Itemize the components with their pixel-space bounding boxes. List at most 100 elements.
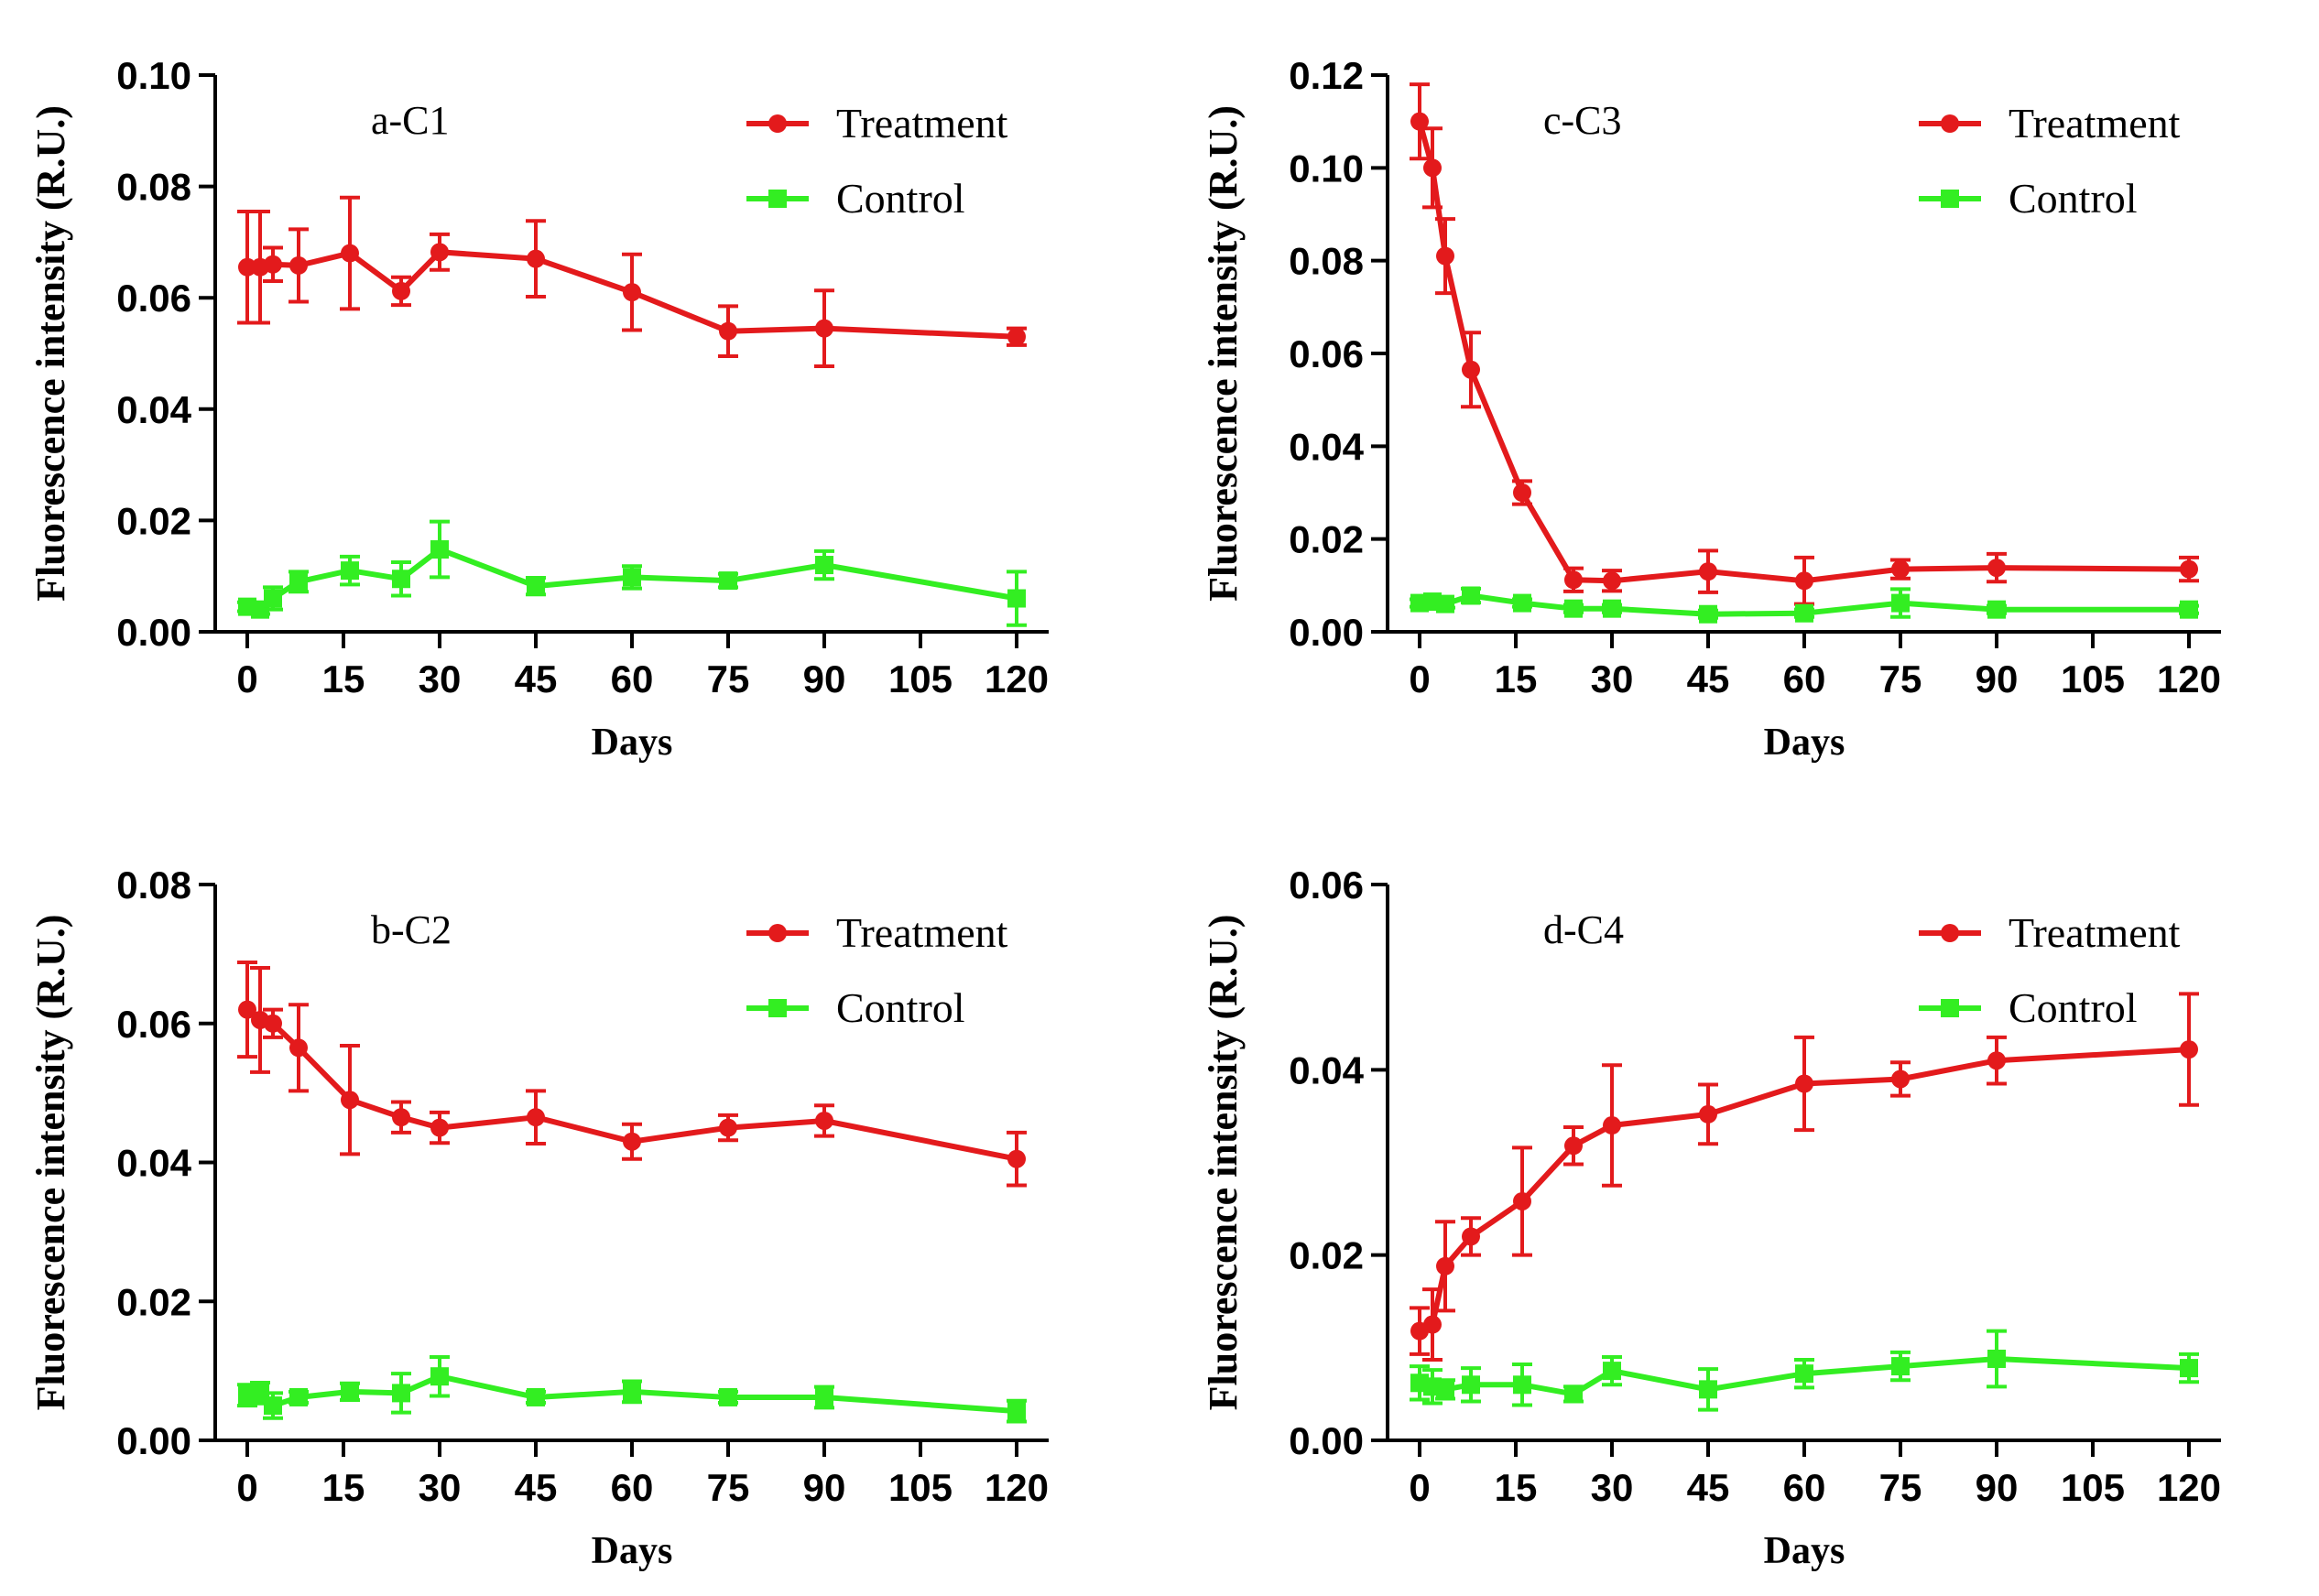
- y-axis-title: Fluorescence intensity (R.U.): [1201, 915, 1246, 1411]
- legend-marker: [768, 114, 787, 133]
- legend-item-treatment: Treatment: [746, 909, 1008, 956]
- data-point: [341, 244, 359, 263]
- legend-marker: [1941, 190, 1959, 208]
- series-treatment: [1410, 82, 2199, 606]
- x-tick-label: 45: [515, 1466, 558, 1509]
- data-point: [1699, 562, 1717, 581]
- data-point: [1007, 1149, 1026, 1168]
- data-point: [2180, 1040, 2198, 1059]
- data-point: [1987, 600, 2006, 619]
- legend-label: Control: [836, 175, 965, 222]
- y-tick-label: 0.04: [1289, 425, 1364, 468]
- x-axis-title: Days: [1764, 1530, 1845, 1572]
- data-point: [815, 1387, 833, 1406]
- chart-panel-c-c3: 0.00 0.02 0.04 0.06 0.08 0.10 0.12 0 15 30 45 60 75 9…: [1201, 54, 2221, 764]
- data-point: [1564, 1384, 1583, 1404]
- data-point: [238, 1000, 256, 1019]
- data-point: [1513, 593, 1531, 613]
- legend-label: Control: [2009, 984, 2138, 1031]
- chart-panel-d-c4: 0.00 0.02 0.04 0.06 0 15 30 45 60 75 90 105 120 Days F…: [1201, 863, 2221, 1572]
- x-tick-label: 120: [985, 1466, 1049, 1509]
- data-point: [2180, 1359, 2198, 1378]
- data-point: [264, 589, 282, 608]
- x-tick-label: 75: [707, 657, 750, 700]
- x-tick-label: 105: [2061, 1466, 2125, 1509]
- data-point: [1007, 327, 1026, 346]
- y-tick-label: 0.06: [116, 277, 191, 320]
- data-point: [1699, 604, 1717, 624]
- legend-item-treatment: Treatment: [1919, 100, 2181, 147]
- x-tick-label: 45: [1687, 1466, 1730, 1509]
- data-point: [2180, 600, 2198, 619]
- data-point: [815, 556, 833, 575]
- data-point: [1603, 1362, 1621, 1381]
- data-point: [1987, 1051, 2006, 1070]
- x-tick-label: 60: [611, 1466, 654, 1509]
- x-tick-label: 45: [1687, 657, 1730, 700]
- y-tick-label: 0.08: [1289, 240, 1364, 283]
- y-tick-label: 0.04: [116, 388, 191, 431]
- data-point: [1564, 599, 1583, 618]
- x-tick-label: 60: [1783, 1466, 1826, 1509]
- series-control: [237, 519, 1027, 627]
- y-tick-label: 0.10: [1289, 147, 1364, 190]
- data-point: [527, 1108, 545, 1127]
- data-point: [1891, 1069, 1910, 1089]
- data-point: [392, 281, 410, 300]
- series-treatment: [237, 195, 1027, 368]
- data-point: [1987, 1349, 2006, 1368]
- legend-item-control: Control: [1919, 175, 2138, 222]
- data-point: [623, 568, 641, 587]
- x-tick-label: 75: [707, 1466, 750, 1509]
- data-point: [1603, 571, 1621, 591]
- data-point: [1891, 593, 1910, 613]
- legend-label: Treatment: [2009, 909, 2181, 956]
- series-control: [237, 1354, 1027, 1424]
- y-tick-label: 0.04: [116, 1142, 191, 1185]
- series-line: [1418, 1047, 2190, 1334]
- data-point: [815, 319, 833, 338]
- data-point: [1564, 1136, 1583, 1156]
- legend-item-control: Control: [746, 984, 965, 1031]
- y-tick-label: 0.08: [116, 166, 191, 209]
- series-treatment: [1410, 992, 2199, 1362]
- x-axis-title: Days: [592, 1530, 673, 1572]
- x-tick-label: 90: [803, 1466, 846, 1509]
- y-tick-label: 0.00: [1289, 1419, 1364, 1462]
- data-point: [719, 321, 737, 341]
- y-tick-label: 0.04: [1289, 1048, 1364, 1091]
- x-axis-title: Days: [1764, 722, 1845, 764]
- legend-marker: [768, 924, 787, 942]
- chart-panel-a-c1: 0.00 0.02 0.04 0.06 0.08 0.10 0 15 30 45 60 75 90 105…: [28, 54, 1049, 764]
- legend-label: Control: [2009, 175, 2138, 222]
- y-tick-label: 0.08: [116, 863, 191, 907]
- data-point: [264, 255, 282, 274]
- data-point: [341, 1382, 359, 1401]
- legend-item-control: Control: [746, 175, 965, 222]
- data-point: [238, 257, 256, 277]
- x-tick-label: 120: [2157, 1466, 2221, 1509]
- data-point: [1987, 559, 2006, 578]
- x-tick-label: 15: [1495, 657, 1538, 700]
- data-point: [430, 1118, 449, 1137]
- y-axis-title: Fluorescence intensity (R.U.): [1201, 105, 1246, 602]
- data-point: [527, 1387, 545, 1406]
- x-tick-label: 45: [515, 657, 558, 700]
- data-point: [1436, 1380, 1454, 1399]
- data-point: [264, 1396, 282, 1416]
- data-point: [430, 540, 449, 559]
- data-point: [392, 1108, 410, 1127]
- data-point: [1410, 112, 1429, 131]
- panel-title: b-C2: [371, 907, 452, 952]
- data-point: [1795, 603, 1813, 623]
- y-axis-title: Fluorescence intensity (R.U.): [28, 915, 73, 1411]
- data-point: [341, 1091, 359, 1110]
- data-point: [264, 1014, 282, 1033]
- x-tick-label: 60: [1783, 657, 1826, 700]
- y-tick-label: 0.00: [116, 1419, 191, 1462]
- panel-title: a-C1: [371, 98, 450, 143]
- data-point: [815, 1111, 833, 1130]
- x-tick-label: 30: [1591, 657, 1634, 700]
- data-point: [430, 243, 449, 262]
- legend-item-treatment: Treatment: [1919, 909, 2181, 956]
